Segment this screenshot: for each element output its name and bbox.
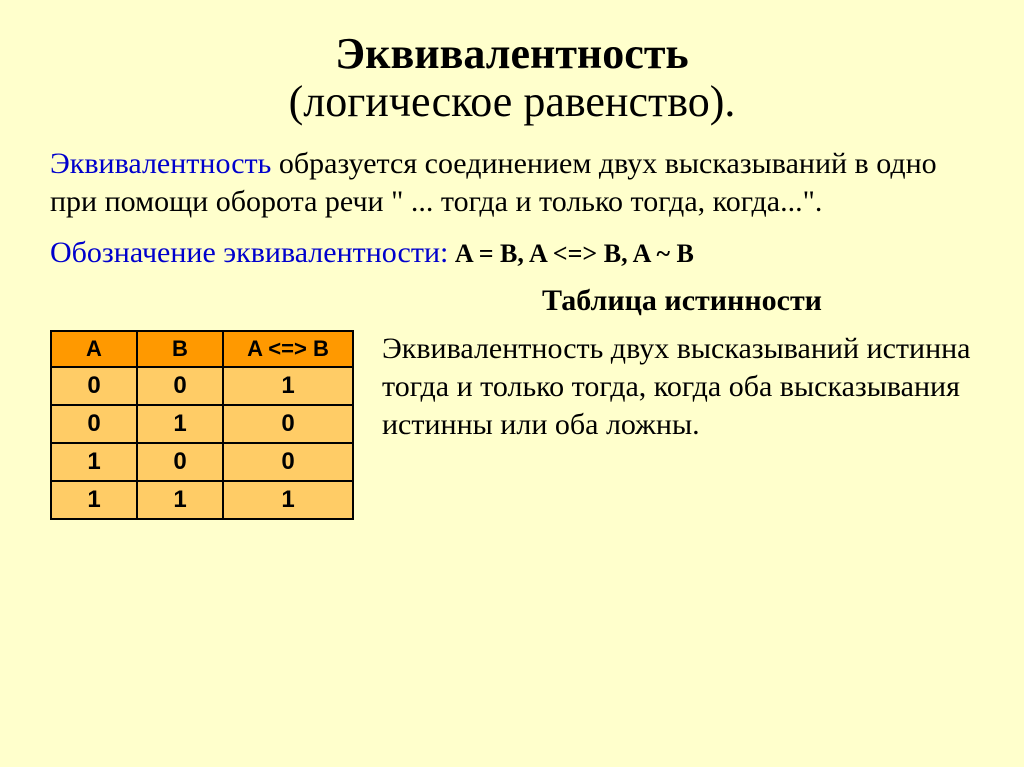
definition-paragraph: Эквивалентность образуется соединением д… (50, 145, 974, 222)
notation-values: A = B, A <=> B, A ~ B (448, 239, 693, 268)
table-row: 0 0 1 (51, 367, 353, 405)
table-header-row: A B A <=> B (51, 331, 353, 367)
definition-keyword: Эквивалентность (50, 147, 271, 180)
rule-text: Эквивалентность двух высказываний истинн… (382, 330, 974, 445)
table-row: 1 1 1 (51, 481, 353, 519)
notation-line: Обозначение эквивалентности: A = B, A <=… (50, 236, 974, 270)
truth-table: A B A <=> B 0 0 1 0 1 0 1 0 0 1 (50, 330, 354, 520)
table-cell: 0 (137, 367, 223, 405)
title-line-1: Эквивалентность (50, 30, 974, 78)
truth-table-title: Таблица истинности (390, 284, 974, 318)
table-cell: 1 (51, 481, 137, 519)
table-cell: 1 (51, 443, 137, 481)
table-header-result: A <=> B (223, 331, 353, 367)
table-cell: 1 (223, 367, 353, 405)
title-block: Эквивалентность (логическое равенство). (50, 30, 974, 127)
lower-section: A B A <=> B 0 0 1 0 1 0 1 0 0 1 (50, 330, 974, 520)
table-cell: 1 (137, 405, 223, 443)
notation-label: Обозначение эквивалентности: (50, 236, 448, 269)
table-cell: 1 (223, 481, 353, 519)
table-cell: 0 (223, 405, 353, 443)
table-cell: 0 (51, 367, 137, 405)
table-cell: 1 (137, 481, 223, 519)
table-row: 1 0 0 (51, 443, 353, 481)
title-line-2: (логическое равенство). (50, 78, 974, 126)
table-cell: 0 (137, 443, 223, 481)
table-header-a: A (51, 331, 137, 367)
table-header-b: B (137, 331, 223, 367)
table-cell: 0 (223, 443, 353, 481)
table-row: 0 1 0 (51, 405, 353, 443)
table-cell: 0 (51, 405, 137, 443)
